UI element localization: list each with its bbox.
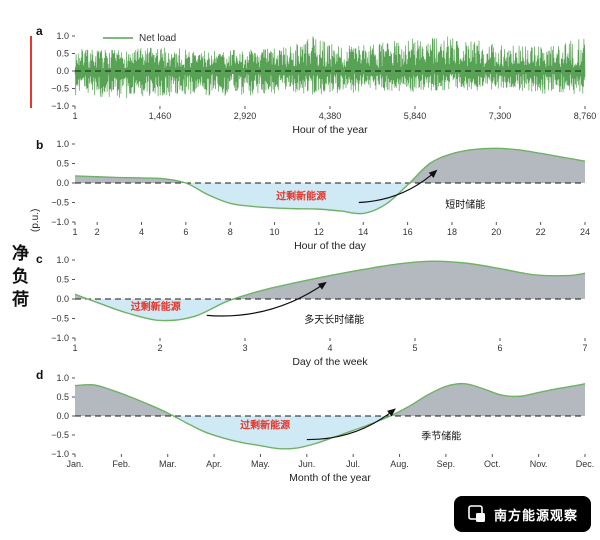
svg-text:Aug.: Aug.: [390, 459, 409, 469]
watermark-badge: 南方能源观察: [453, 496, 591, 532]
svg-text:0.5: 0.5: [56, 159, 69, 169]
svg-text:−1.0: −1.0: [51, 101, 69, 111]
svg-text:14: 14: [358, 227, 368, 237]
svg-text:过剩新能源: 过剩新能源: [240, 419, 290, 432]
svg-text:−0.5: −0.5: [51, 198, 69, 208]
svg-text:Month of the year: Month of the year: [289, 472, 371, 484]
svg-text:Apr.: Apr.: [206, 459, 222, 469]
svg-text:0.5: 0.5: [56, 275, 69, 285]
svg-text:4: 4: [139, 227, 144, 237]
svg-text:20: 20: [491, 227, 501, 237]
svg-text:Feb.: Feb.: [112, 459, 130, 469]
svg-text:8: 8: [228, 227, 233, 237]
svg-text:4,380: 4,380: [319, 111, 342, 121]
svg-text:Day of the week: Day of the week: [292, 356, 368, 368]
panel-label-a: a: [36, 24, 43, 38]
svg-text:5,840: 5,840: [404, 111, 427, 121]
svg-text:Oct.: Oct.: [484, 459, 501, 469]
svg-text:Sep.: Sep.: [437, 459, 456, 469]
svg-text:0.0: 0.0: [56, 178, 69, 188]
y-axis-label-net-load: 净负荷: [9, 244, 28, 313]
chart-panel-a-net-load-year: Net load 1 1,460 2,920 4,380 5,840 7,300 8,760 1…: [51, 31, 597, 136]
svg-text:−0.5: −0.5: [51, 430, 69, 440]
svg-text:16: 16: [403, 227, 413, 237]
svg-text:1.0: 1.0: [56, 31, 69, 41]
svg-text:Jul.: Jul.: [346, 459, 360, 469]
svg-text:Jan.: Jan.: [66, 459, 83, 469]
svg-text:Mar.: Mar.: [159, 459, 177, 469]
svg-text:22: 22: [536, 227, 546, 237]
chart-panel-c-day-of-week: 1 2 3 4 5 6 7 1.0 0.5 0.0 −0.5 −1.0 Day of the week 过…: [51, 255, 587, 368]
svg-text:May.: May.: [251, 459, 270, 469]
svg-text:1: 1: [72, 343, 77, 353]
svg-text:7: 7: [582, 343, 587, 353]
panel-label-d: d: [36, 368, 44, 382]
svg-text:短时储能: 短时储能: [445, 198, 485, 211]
svg-text:2: 2: [157, 343, 162, 353]
svg-text:10: 10: [270, 227, 280, 237]
svg-text:1: 1: [72, 111, 77, 121]
svg-text:−1.0: −1.0: [51, 217, 69, 227]
svg-text:24: 24: [580, 227, 590, 237]
svg-text:7,300: 7,300: [489, 111, 512, 121]
y-axis-unit-label: (p.u.): [30, 208, 41, 232]
svg-text:1: 1: [72, 227, 77, 237]
svg-text:4: 4: [327, 343, 332, 353]
svg-text:0.0: 0.0: [56, 294, 69, 304]
svg-text:多天长时储能: 多天长时储能: [304, 313, 364, 326]
svg-text:Nov.: Nov.: [530, 459, 548, 469]
chart-panel-b-hour-of-day: 1 2 4 6 8 10 12 14 16 18 20 22 241.00.50.0−0.5−1.0Ho…: [51, 139, 590, 252]
svg-text:2,920: 2,920: [234, 111, 257, 121]
svg-text:Dec.: Dec.: [576, 459, 595, 469]
svg-text:0.5: 0.5: [56, 49, 69, 59]
svg-text:2: 2: [95, 227, 100, 237]
svg-text:8,760: 8,760: [574, 111, 597, 121]
svg-text:1.0: 1.0: [56, 255, 69, 265]
red-marker-line: [30, 36, 32, 108]
svg-text:6: 6: [497, 343, 502, 353]
svg-text:0.5: 0.5: [56, 392, 69, 402]
svg-text:18: 18: [447, 227, 457, 237]
svg-text:−1.0: −1.0: [51, 333, 69, 343]
svg-text:0.0: 0.0: [56, 66, 69, 76]
svg-text:1,460: 1,460: [149, 111, 172, 121]
watermark-text: 南方能源观察: [493, 507, 578, 523]
svg-text:−1.0: −1.0: [51, 449, 69, 459]
svg-text:过剩新能源: 过剩新能源: [131, 300, 181, 313]
svg-text:3: 3: [242, 343, 247, 353]
svg-text:Net load: Net load: [139, 33, 176, 44]
svg-text:12: 12: [314, 227, 324, 237]
watermark-logo-icon: [468, 505, 485, 522]
panel-label-b: b: [36, 138, 44, 152]
svg-text:1.0: 1.0: [56, 373, 69, 383]
svg-text:5: 5: [412, 343, 417, 353]
panel-label-c: c: [36, 252, 43, 266]
svg-text:−0.5: −0.5: [51, 314, 69, 324]
svg-text:Hour of the year: Hour of the year: [292, 124, 368, 136]
svg-text:−0.5: −0.5: [51, 84, 69, 94]
svg-text:Jun.: Jun.: [298, 459, 315, 469]
chart-panel-d-month-of-year: Jan. Feb. Mar. Apr. May. Jun. Jul. Aug. Sep. Oct.…: [51, 373, 595, 484]
svg-text:季节储能: 季节储能: [421, 429, 461, 442]
svg-text:6: 6: [183, 227, 188, 237]
svg-text:过剩新能源: 过剩新能源: [276, 190, 326, 203]
svg-text:Hour of the day: Hour of the day: [294, 240, 367, 252]
svg-text:0.0: 0.0: [56, 411, 69, 421]
svg-text:1.0: 1.0: [56, 139, 69, 149]
